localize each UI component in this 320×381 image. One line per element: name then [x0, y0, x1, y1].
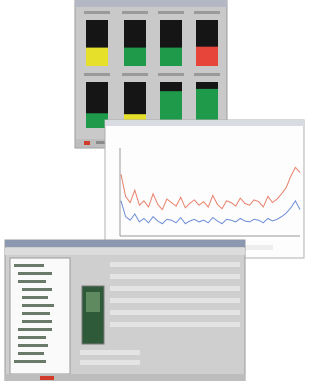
gauge-label: [194, 73, 220, 76]
device-window: [5, 240, 245, 381]
gauge-level: [160, 48, 182, 66]
gauge-label: [84, 11, 110, 14]
gauge-label: [122, 11, 148, 14]
gauge-level: [124, 48, 146, 66]
gauge-label: [158, 73, 184, 76]
gauge-label: [158, 11, 184, 14]
gauge-label: [122, 73, 148, 76]
gauge-label: [194, 11, 220, 14]
page: (() => { const data = JSON.parse(documen…: [0, 0, 305, 381]
gauge-level: [196, 47, 218, 66]
gauge-label: [84, 73, 110, 76]
gauge-level: [86, 48, 108, 66]
screenshot: [0, 0, 305, 381]
